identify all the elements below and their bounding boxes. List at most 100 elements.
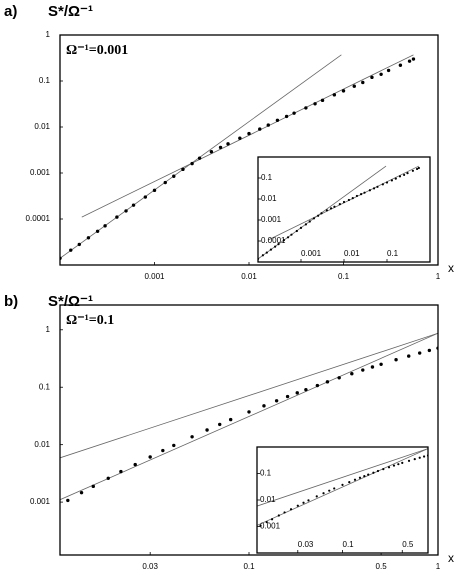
data-point	[317, 214, 320, 217]
data-point	[307, 499, 310, 502]
data-point	[91, 484, 95, 489]
y-axis-label: S*/Ω⁻¹	[48, 3, 93, 20]
data-point	[304, 106, 308, 110]
y-tick-label: 0.001	[30, 497, 51, 506]
data-point	[394, 358, 398, 362]
data-point	[422, 455, 426, 458]
y-axis-label: S*/Ω⁻¹	[48, 293, 93, 310]
data-point	[295, 229, 298, 233]
data-point	[277, 243, 280, 246]
inset-plot	[257, 448, 428, 527]
data-point	[133, 462, 137, 467]
data-point	[103, 224, 107, 228]
y-tick-label: 0.1	[39, 76, 51, 85]
data-point	[284, 114, 289, 119]
data-point	[148, 455, 152, 459]
data-point	[86, 236, 91, 240]
plot-area	[60, 332, 438, 503]
data-point	[417, 351, 422, 355]
y-tick-label: 0.1	[39, 382, 51, 391]
panel-label: b)	[4, 293, 18, 310]
data-point	[274, 399, 279, 403]
x-tick-label: 0.01	[241, 272, 257, 281]
asymptote-line	[257, 448, 428, 507]
data-point	[270, 518, 274, 521]
data-point	[372, 187, 376, 190]
data-point	[308, 220, 311, 223]
x-tick-label: 0.001	[301, 249, 322, 258]
data-point	[152, 188, 157, 193]
y-tick-label: 0.01	[34, 122, 50, 131]
x-tick-label: 0.5	[376, 562, 388, 571]
inset-background	[258, 157, 430, 262]
data-point	[131, 203, 136, 207]
data-point	[411, 57, 416, 61]
data-point	[415, 167, 419, 171]
data-point	[258, 127, 262, 131]
annotation: Ω⁻¹=0.001	[66, 43, 128, 58]
data-point	[361, 368, 365, 372]
data-point	[398, 63, 403, 67]
data-point	[413, 458, 416, 461]
data-point	[315, 495, 318, 498]
x-tick-label: 0.5	[402, 540, 414, 549]
inset-plot	[258, 165, 420, 261]
data-point	[382, 468, 385, 471]
data-point	[315, 383, 320, 388]
data-point	[355, 194, 359, 198]
asymptote-line	[60, 332, 438, 459]
data-point	[119, 469, 123, 474]
data-point	[352, 84, 356, 88]
data-point	[320, 212, 323, 215]
data-point	[406, 172, 409, 175]
x-axis-label: x	[448, 261, 454, 275]
x-tick-label: 0.1	[243, 562, 255, 571]
data-point	[320, 98, 325, 103]
data-point	[370, 75, 374, 80]
data-point	[143, 195, 148, 199]
data-point	[337, 376, 341, 380]
data-point	[407, 459, 411, 462]
y-tick-label: 0.01	[34, 440, 50, 449]
data-point	[172, 443, 176, 448]
data-point	[290, 233, 293, 236]
data-point	[342, 200, 346, 204]
data-point	[266, 123, 270, 127]
data-point	[161, 448, 165, 453]
data-point	[363, 191, 366, 194]
data-point	[77, 242, 81, 247]
data-point	[394, 177, 397, 180]
data-point	[329, 207, 333, 210]
y-tick-label: 0.01	[261, 194, 277, 203]
data-point	[370, 365, 375, 369]
data-point	[299, 226, 303, 230]
data-point	[367, 473, 370, 476]
data-point	[247, 410, 251, 414]
x-tick-label: 0.1	[338, 272, 350, 281]
data-point	[247, 131, 251, 136]
asymptote-line	[60, 54, 342, 259]
panel-label: a)	[4, 3, 17, 20]
data-point	[69, 248, 73, 252]
y-tick-label: 1	[46, 30, 51, 39]
y-tick-label: 1	[46, 325, 51, 334]
y-tick-label: 0.01	[260, 495, 276, 504]
data-point	[341, 483, 344, 486]
x-axis-label: x	[448, 551, 454, 565]
data-point	[95, 229, 100, 234]
data-point	[363, 474, 366, 478]
data-point	[348, 480, 351, 484]
y-tick-label: 0.0001	[261, 236, 286, 245]
data-point	[265, 521, 268, 524]
x-tick-label: 0.1	[343, 540, 355, 549]
data-point	[338, 203, 341, 206]
y-tick-label: 0.001	[30, 168, 51, 177]
data-point	[372, 471, 375, 474]
data-point	[360, 193, 363, 196]
x-tick-label: 0.001	[144, 272, 165, 281]
y-tick-label: 0.0001	[26, 214, 51, 223]
data-point	[218, 422, 222, 427]
data-point	[172, 174, 176, 178]
data-point	[379, 362, 383, 366]
data-point	[274, 245, 277, 248]
